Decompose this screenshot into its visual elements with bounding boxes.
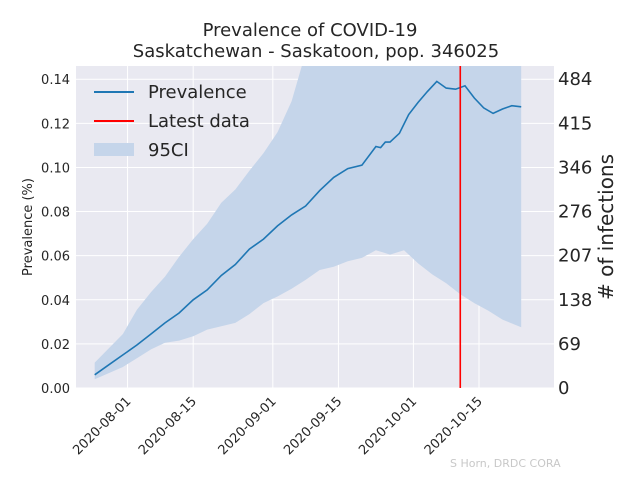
right-y-axis-label: # of infections bbox=[594, 154, 618, 300]
right-y-tick-label: 69 bbox=[558, 334, 581, 355]
legend-latest-label: Latest data bbox=[148, 111, 250, 132]
right-y-tick-label: 207 bbox=[558, 246, 592, 267]
y-tick-label: 0.02 bbox=[41, 338, 70, 353]
right-y-tick-label: 415 bbox=[558, 113, 592, 134]
x-tick-label: 2020-10-01 bbox=[356, 394, 420, 458]
x-tick-label: 2020-08-01 bbox=[70, 394, 134, 458]
right-y-tick-label: 0 bbox=[558, 378, 569, 399]
x-tick-label: 2020-09-01 bbox=[216, 394, 280, 458]
right-y-tick-label: 346 bbox=[558, 157, 592, 178]
chart-title-line1: Prevalence of COVID-19 bbox=[203, 20, 418, 41]
prevalence-line bbox=[94, 80, 522, 376]
right-y-tick-label: 138 bbox=[558, 290, 592, 311]
legend-prevalence-label: Prevalence bbox=[148, 82, 247, 103]
right-y-ticks: 0 69 138 207 276 346 415 484 bbox=[558, 69, 592, 399]
x-tick-label: 2020-08-15 bbox=[136, 394, 200, 458]
y-tick-label: 0.14 bbox=[41, 73, 70, 88]
legend-ci-label: 95CI bbox=[148, 140, 189, 161]
legend-ci-swatch bbox=[94, 143, 134, 156]
y-tick-label: 0.08 bbox=[41, 206, 70, 221]
x-ticks: 2020-08-01 2020-08-15 2020-09-01 2020-09-15… bbox=[70, 394, 486, 458]
chart-title-line2: Saskatchewan - Saskatoon, pop. 346025 bbox=[133, 41, 499, 62]
right-y-tick-label: 484 bbox=[558, 69, 592, 90]
y-tick-label: 0.12 bbox=[41, 117, 70, 132]
y-axis-label: Prevalence (%) bbox=[21, 178, 36, 276]
legend: Prevalence Latest data 95CI bbox=[94, 82, 250, 161]
ci-band bbox=[94, 66, 522, 380]
y-tick-label: 0.04 bbox=[41, 294, 70, 309]
y-tick-label: 0.10 bbox=[41, 161, 70, 176]
y-tick-label: 0.00 bbox=[41, 382, 70, 397]
left-y-ticks: 0.00 0.02 0.04 0.06 0.08 0.10 0.12 0.14 bbox=[41, 73, 70, 397]
x-tick-label: 2020-10-15 bbox=[422, 394, 486, 458]
right-y-tick-label: 276 bbox=[558, 202, 592, 223]
credit-text: S Horn, DRDC CORA bbox=[450, 457, 561, 470]
x-tick-label: 2020-09-15 bbox=[281, 394, 345, 458]
y-tick-label: 0.06 bbox=[41, 250, 70, 265]
